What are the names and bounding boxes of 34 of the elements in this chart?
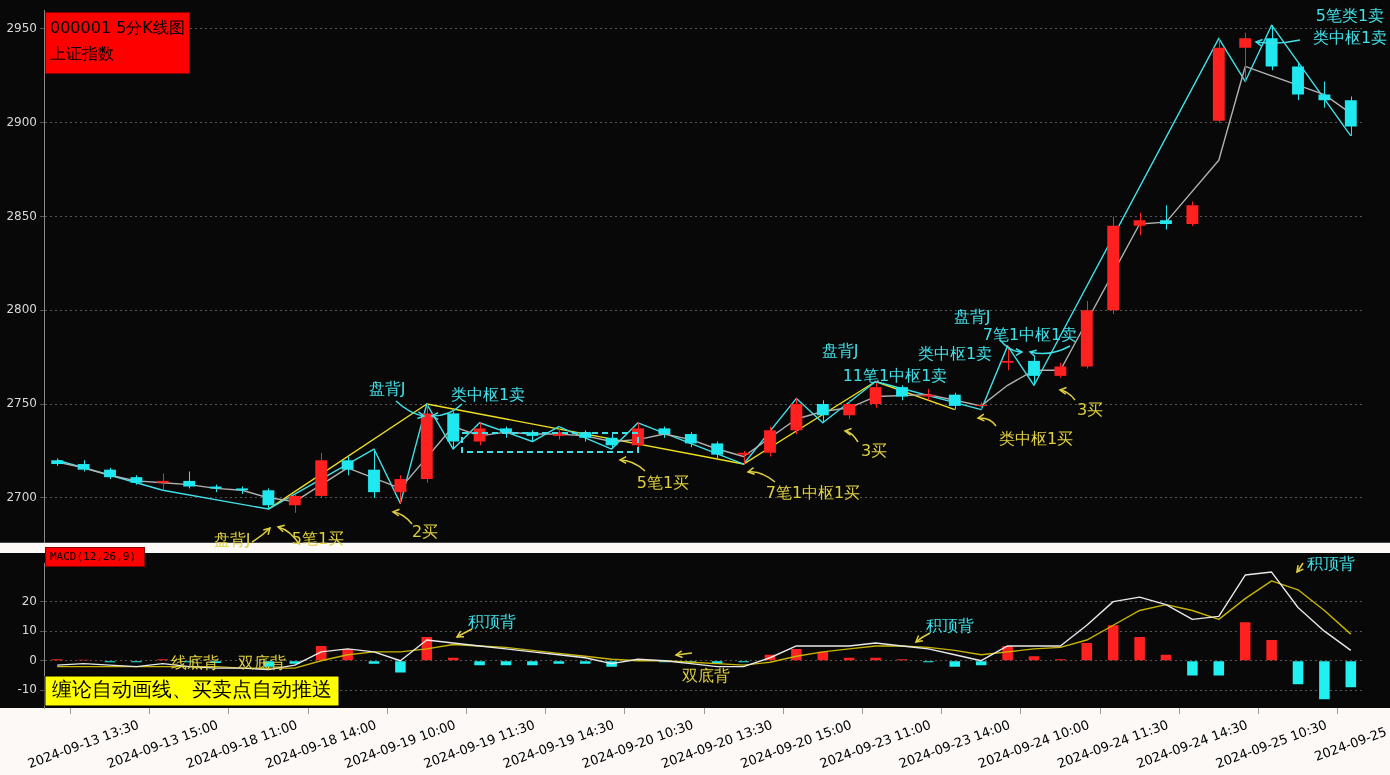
- annotation: 2买: [411, 522, 439, 542]
- annotation: 类中枢1卖: [917, 344, 993, 364]
- y-tick-label: 20: [21, 593, 37, 608]
- annotation: 盘背J: [368, 379, 406, 399]
- annotation: 5笔1买: [636, 473, 690, 493]
- annotation: 5笔类1卖: [1315, 6, 1385, 26]
- annotation: 盘背J: [821, 341, 859, 361]
- y-tick-label: 0: [29, 652, 37, 667]
- text: 000001 5分K线图: [50, 17, 185, 39]
- y-tick-label: 2750: [6, 396, 37, 411]
- annotation: 7笔1中枢1买: [765, 483, 861, 503]
- annotation: 类中枢1卖: [450, 385, 526, 405]
- y-tick-label: 2800: [6, 302, 37, 317]
- y-tick-label: 10: [21, 623, 37, 638]
- y-tick-label: 2900: [6, 114, 37, 129]
- y-tick-label: 2700: [6, 489, 37, 504]
- annotation: 类中枢1卖: [1312, 28, 1388, 48]
- annotation: 7笔1中枢1卖: [982, 325, 1078, 345]
- annotation: 积顶背: [1307, 554, 1355, 574]
- y-tick-label: 2850: [6, 208, 37, 223]
- annotation: 类中枢1买: [998, 429, 1074, 449]
- annotation: 双底背: [238, 653, 286, 673]
- y-tick-label: -10: [17, 682, 37, 697]
- annotation: 缠论自动画线、买卖点自动推送: [52, 677, 332, 702]
- chart-title: MACD(12,26,9): [50, 550, 138, 564]
- annotation: 双底背: [682, 666, 730, 686]
- annotation: 3买: [1076, 400, 1104, 420]
- y-tick-label: 2950: [6, 21, 37, 36]
- annotation: 积顶背: [926, 616, 974, 636]
- annotation: 积顶背: [468, 612, 516, 632]
- annotation: 盘背J: [953, 307, 991, 327]
- annotation: 11笔1中枢1卖: [842, 366, 948, 386]
- text: 上证指数: [50, 43, 115, 65]
- annotation: 3买: [860, 441, 888, 461]
